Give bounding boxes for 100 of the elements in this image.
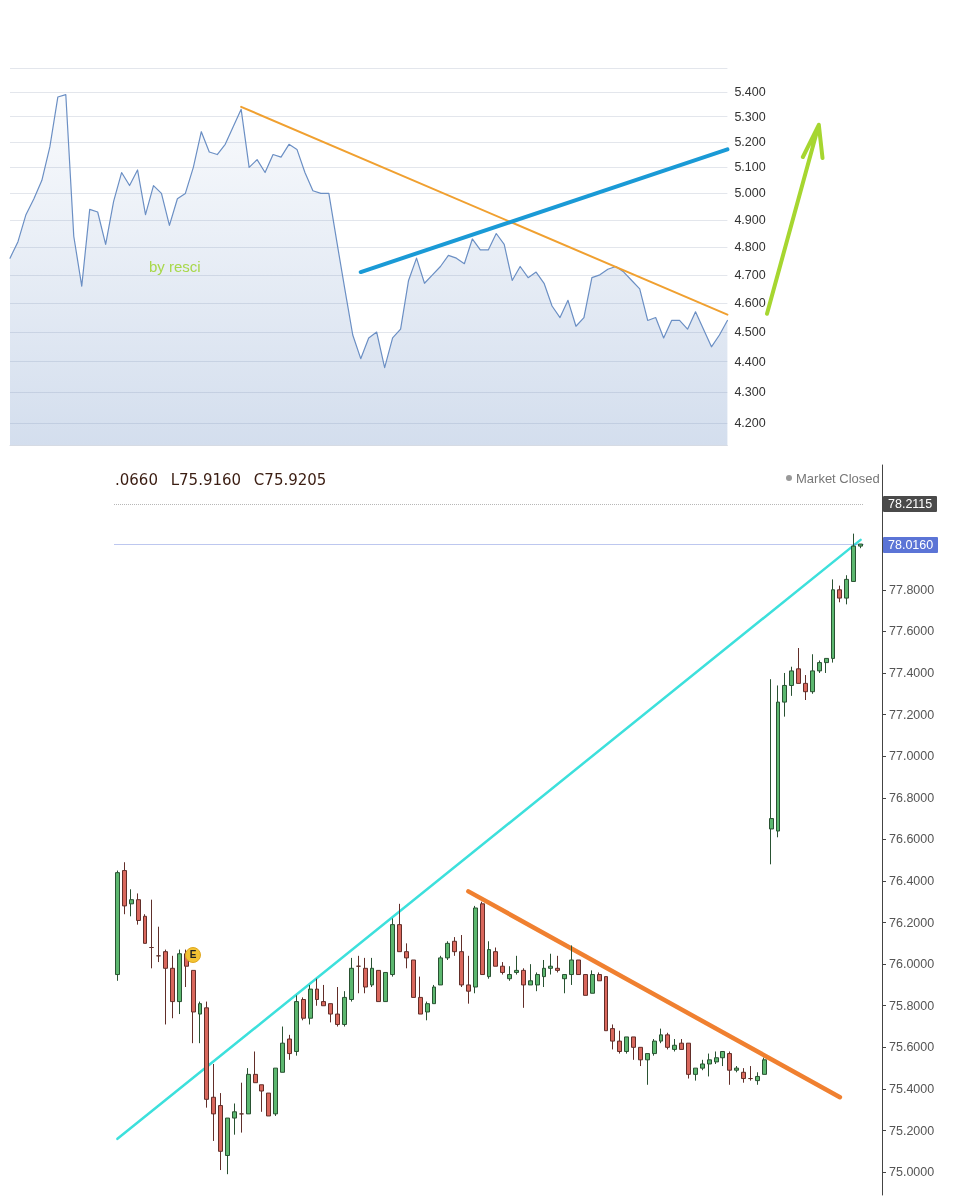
candlestick (604, 976, 608, 1032)
candlestick (686, 1042, 691, 1080)
y-tick-label: 75.8000 (889, 998, 935, 1013)
annotation: Market Closed (796, 471, 880, 486)
candlestick (569, 944, 574, 986)
y-tick-label: 75.4000 (889, 1081, 935, 1096)
candlestick (156, 926, 161, 963)
candlestick (480, 901, 485, 976)
candlestick (129, 888, 134, 917)
y-tick-label: 4.400 (734, 354, 766, 369)
candlestick (225, 1117, 230, 1175)
candlestick (659, 1028, 663, 1044)
candlestick (617, 1030, 622, 1055)
candlestick (776, 684, 780, 838)
candlestick (308, 984, 313, 1025)
candlestick (844, 574, 849, 605)
candlestick (542, 959, 546, 988)
candlestick (762, 1057, 767, 1075)
y-tick-label: 75.2000 (889, 1123, 935, 1138)
candlestick (535, 971, 540, 992)
candlestick (755, 1071, 760, 1086)
candlestick (259, 1084, 264, 1113)
y-tick-label: 77.4000 (889, 665, 935, 680)
candlestick (493, 947, 498, 967)
candlestick (624, 1036, 629, 1055)
candlestick (342, 990, 347, 1028)
candlestick (149, 899, 154, 969)
y-tick-label: 76.0000 (889, 957, 935, 972)
candlestick (665, 1032, 670, 1050)
candlestick (438, 955, 443, 986)
candlestick (583, 974, 588, 996)
candlestick (163, 949, 168, 1025)
y-tick-label: 76.8000 (889, 790, 935, 805)
y-tick-label: 5.300 (734, 109, 766, 124)
annotation: .0660 L75.9160 C75.9205 (115, 471, 327, 489)
candlestick (590, 969, 595, 994)
candlestick (645, 1053, 650, 1086)
y-tick-label: 76.2000 (889, 915, 935, 930)
y-tick-label: 4.900 (734, 213, 766, 228)
candlestick (803, 674, 808, 701)
candlestick (597, 971, 602, 982)
candlestick (521, 967, 526, 1009)
y-tick-label: 77.8000 (889, 582, 935, 597)
candlestick (383, 971, 388, 1003)
candlestick (432, 984, 436, 1005)
y-tick-label: 5.400 (734, 85, 766, 100)
candlestick (287, 1034, 292, 1061)
candlestick (273, 1067, 278, 1117)
candlestick (459, 934, 464, 988)
candlestick (631, 1036, 636, 1061)
candlestick (548, 953, 553, 976)
y-tick-label: 77.0000 (889, 749, 935, 764)
y-tick-label: 4.500 (734, 325, 766, 340)
candlestick (136, 892, 141, 926)
candlestick (555, 955, 560, 973)
candlestick (466, 955, 471, 1005)
candlestick (610, 1023, 615, 1050)
candlestick (824, 657, 829, 674)
candlestick (301, 996, 306, 1021)
candlestick (562, 974, 567, 994)
candlestick (851, 533, 856, 582)
candlestick (376, 969, 381, 1003)
candlestick (789, 666, 794, 697)
candlestick (452, 936, 457, 957)
y-tick-label: 4.600 (734, 296, 766, 311)
candlestick (507, 965, 512, 982)
candlestick (700, 1059, 705, 1071)
candlestick (817, 660, 822, 674)
candlestick (266, 1092, 271, 1117)
y-tick-label: 77.2000 (889, 707, 935, 722)
candlestick (858, 543, 863, 549)
ref-line-label: 78.0160 (883, 536, 939, 553)
candlestick (769, 678, 774, 865)
candlestick (321, 984, 326, 1007)
candlestick (404, 942, 409, 969)
y-tick-label: 75.0000 (889, 1165, 935, 1180)
candlestick (246, 1067, 251, 1115)
candlestick (500, 961, 505, 976)
candlestick (115, 870, 120, 982)
candlestick (280, 1026, 285, 1073)
candlestick (232, 1102, 237, 1136)
candlestick (782, 672, 787, 718)
y-tick-label: 4.700 (734, 267, 766, 282)
candlestick (294, 994, 299, 1057)
candlestick (177, 949, 182, 1015)
annotation: by resci (149, 258, 201, 275)
candlestick (693, 1067, 698, 1082)
candlestick (239, 1082, 244, 1134)
y-tick-label: 5.100 (734, 160, 766, 175)
candlestick (418, 976, 423, 1015)
candlestick (122, 861, 127, 915)
candlestick (191, 969, 196, 1044)
candlestick (810, 653, 815, 695)
candlestick (315, 978, 319, 1007)
candlestick (170, 955, 175, 1019)
candlestick (727, 1051, 732, 1086)
candlestick (356, 955, 361, 994)
candlestick (218, 1092, 223, 1171)
candlestick (363, 957, 368, 994)
candlestick (473, 905, 478, 994)
